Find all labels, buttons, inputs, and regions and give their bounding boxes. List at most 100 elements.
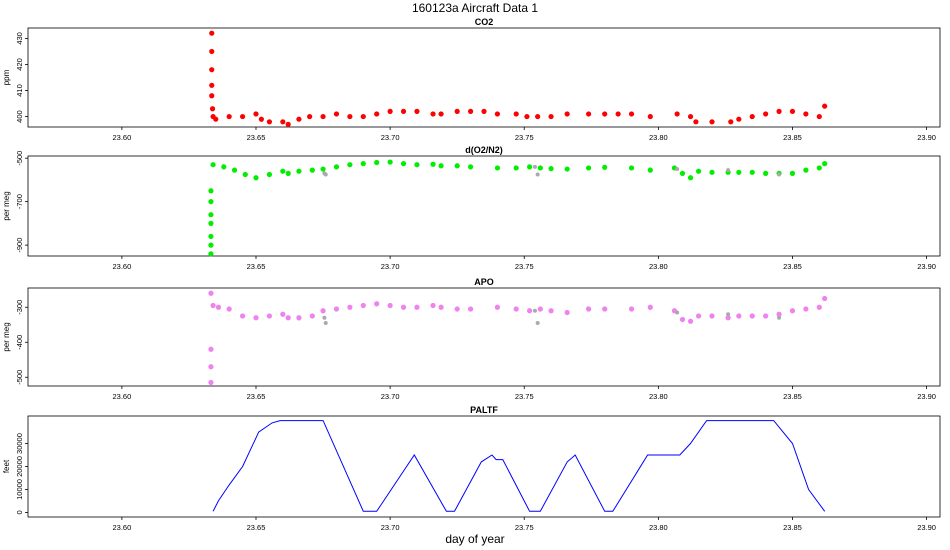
co2-data-point (494, 111, 501, 117)
co2-title: CO2 (475, 17, 494, 27)
co2-data-point (586, 111, 592, 117)
co2-x-tick-label: 23.85 (783, 133, 802, 142)
paltf-y-axis-label: feet (2, 459, 11, 473)
co2-y-tick-label: 400 (15, 110, 24, 123)
apo-data-point (679, 316, 686, 323)
apo-data-point (438, 304, 444, 310)
do2n2-data-point (454, 163, 460, 169)
co2-data-point (674, 111, 680, 117)
co2-data-point (209, 67, 215, 73)
co2-data-point (763, 111, 769, 117)
do2n2-data-point (602, 164, 608, 170)
apo-data-point (296, 315, 302, 321)
paltf-x-tick-label: 23.75 (515, 523, 534, 532)
apo-data-point (789, 308, 796, 314)
co2-data-point (749, 113, 755, 120)
apo-data-point (387, 302, 393, 309)
apo-x-tick-label: 23.60 (112, 392, 131, 401)
apo-x-tick-label: 23.75 (515, 392, 534, 401)
apo-data-point (647, 304, 653, 310)
do2n2-data-point (749, 169, 755, 175)
do2n2-data-point (208, 188, 214, 194)
do2n2-x-tick-label: 23.90 (917, 262, 936, 271)
do2n2-data-point (586, 165, 592, 171)
co2-data-point (693, 119, 699, 125)
co2-data-point (209, 106, 216, 112)
apo-data-point (280, 311, 286, 317)
apo-data-point (208, 346, 214, 352)
co2-x-tick-label: 23.60 (112, 133, 131, 142)
co2-data-point (647, 113, 653, 120)
paltf-series-line (212, 420, 826, 512)
paltf-title: PALTF (470, 405, 498, 415)
co2-data-point (400, 108, 407, 114)
apo-data-point (763, 313, 769, 319)
do2n2-data-point (347, 162, 353, 168)
do2n2-y-tick-label: -900 (15, 238, 24, 253)
co2-data-point (285, 121, 291, 127)
co2-data-point (535, 113, 541, 120)
apo-x-tick-label: 23.65 (247, 392, 266, 401)
do2n2-y-tick-label: -700 (15, 194, 24, 209)
co2-data-point (414, 108, 420, 114)
apo-data-point (816, 304, 822, 310)
apo-data-point (400, 304, 407, 310)
apo-y-tick-label: -400 (15, 335, 24, 350)
paltf-y-tick-label: 30000 (15, 433, 24, 454)
paltf-plot-frame (27, 415, 941, 518)
apo-data-point (709, 313, 715, 319)
co2-data-point (280, 119, 286, 125)
do2n2-data-point (548, 166, 554, 172)
co2-data-point (213, 116, 219, 122)
apo-data-point (548, 308, 554, 314)
do2n2-data-point (822, 161, 828, 167)
apo-data-point (309, 313, 315, 319)
do2n2-data-point (726, 168, 731, 173)
paltf-x-tick-label: 23.80 (649, 523, 668, 532)
apo-data-point (628, 306, 635, 312)
do2n2-data-point (628, 165, 635, 171)
co2-data-point (736, 116, 742, 122)
do2n2-title: d(O2/N2) (465, 145, 503, 155)
apo-y-tick-label: -500 (15, 370, 24, 385)
co2-x-tick-label: 23.75 (515, 133, 534, 142)
co2-data-point (374, 111, 380, 117)
co2-data-point (320, 113, 326, 120)
co2-data-point (564, 111, 570, 117)
paltf-y-tick-label: 10000 (15, 479, 24, 500)
co2-data-point (709, 119, 715, 125)
apo-data-point (414, 304, 420, 310)
apo-data-point (822, 295, 828, 302)
apo-y-tick-label: -300 (15, 300, 24, 315)
do2n2-data-point (333, 164, 340, 170)
co2-data-point (209, 93, 215, 99)
do2n2-data-point (253, 175, 259, 181)
co2-x-tick-label: 23.90 (917, 133, 936, 142)
paltf-x-tick-label: 23.60 (112, 523, 131, 532)
co2-data-point (467, 108, 474, 114)
co2-data-point (253, 111, 259, 117)
co2-x-tick-label: 23.80 (649, 133, 668, 142)
apo-data-point (374, 301, 380, 307)
do2n2-data-point (309, 167, 315, 173)
paltf-x-tick-label: 23.65 (247, 523, 266, 532)
apo-data-point (695, 313, 702, 319)
apo-data-point (347, 304, 353, 310)
apo-data-point (208, 379, 214, 386)
do2n2-data-point (535, 172, 540, 177)
apo-panel: APO per meg 23.60 23.65 23.70 23.75 23.80 23.85… (2, 277, 941, 401)
co2-x-tick-label: 23.70 (381, 133, 400, 142)
co2-data-point (454, 108, 460, 114)
do2n2-data-point (695, 168, 702, 174)
apo-data-point (803, 306, 809, 312)
apo-data-point (360, 302, 366, 309)
do2n2-x-tick-label: 23.60 (112, 262, 131, 271)
co2-data-point (524, 113, 530, 120)
apo-x-tick-label: 23.85 (783, 392, 802, 401)
apo-data-point (675, 310, 680, 315)
paltf-panel: PALTF feet 23.60 23.65 23.70 23.75 23.80 23.85 2… (2, 405, 941, 532)
paltf-y-tick-label: 0 (15, 510, 24, 514)
co2-data-point (226, 113, 232, 120)
apo-plot-frame (27, 287, 941, 387)
